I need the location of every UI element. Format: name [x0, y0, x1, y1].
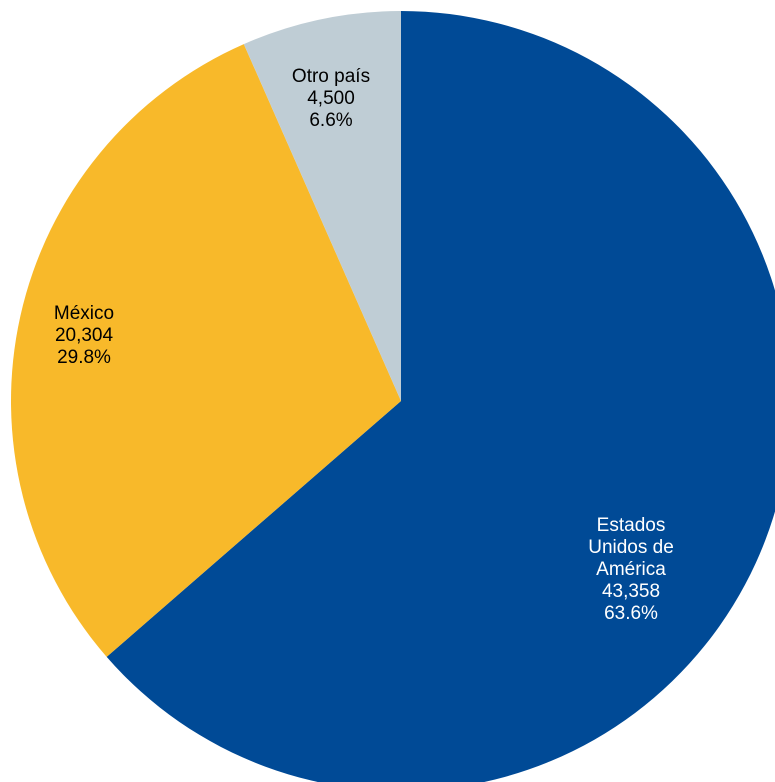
slice-estados-unidos-de-america-value: 43,358	[602, 581, 660, 602]
pie-slice-otro-pais	[243, 11, 401, 401]
slice-mexico-percent: 29.8%	[57, 347, 111, 368]
slice-estados-unidos-de-america-label-line: América	[596, 559, 666, 580]
slice-otro-pais-value: 4,500	[307, 88, 355, 109]
slice-estados-unidos-de-america-percent: 63.6%	[604, 603, 658, 624]
slice-mexico-value: 20,304	[55, 325, 114, 346]
slice-mexico-label-line: México	[54, 303, 114, 324]
pie-slices	[10, 11, 775, 782]
slice-otro-pais-percent: 6.6%	[309, 110, 352, 131]
pie-slice-mexico	[10, 44, 402, 657]
slice-estados-unidos-de-america-label-line: Estados	[597, 515, 666, 536]
pie-slice-estados-unidos-de-america	[106, 11, 775, 782]
slice-otro-pais-label-line: Otro país	[292, 66, 370, 87]
slice-estados-unidos-de-america-label-line: Unidos de	[588, 537, 674, 558]
